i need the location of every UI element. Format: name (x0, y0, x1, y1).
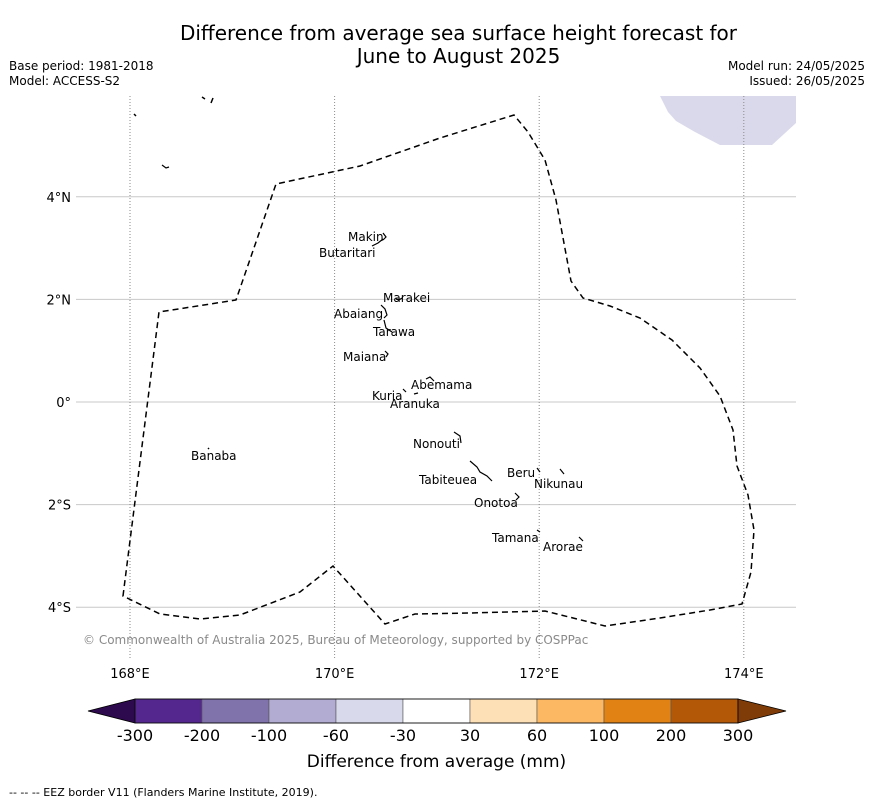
lat-tick-label: 2°S (48, 499, 71, 514)
colorbar-tick-label: -200 (184, 726, 220, 745)
island-label-abemama: Abemama (411, 378, 472, 392)
island-shape (578, 536, 584, 542)
colorbar-bin (201, 698, 270, 724)
island-label-butaritari: Butaritari (319, 246, 376, 260)
island-shape (382, 232, 387, 241)
island-shape (395, 297, 403, 301)
lon-tick-label: 168°E (110, 667, 150, 682)
anomaly-patch (660, 96, 796, 145)
latitude-labels: 4°N 2°N 0° 2°S 4°S (47, 191, 72, 616)
island-label-nikunau: Nikunau (534, 477, 583, 491)
lat-tick-label: 2°N (47, 293, 72, 308)
colorbar-tick-label: 100 (589, 726, 620, 745)
island-shape (536, 467, 541, 473)
island-label-tabiteuea: Tabiteuea (418, 473, 477, 487)
map-area: Makin Butaritari Marakei Abaiang Tarawa … (76, 96, 796, 659)
base-period-text: Base period: 1981-2018 (9, 59, 154, 73)
colorbar-over-arrow (737, 698, 787, 724)
island-label-tamana: Tamana (491, 531, 539, 545)
colorbar-tick-label: 60 (527, 726, 547, 745)
island-label-kuria: Kuria (372, 389, 403, 403)
island-label-marakei: Marakei (383, 291, 430, 305)
run-info: Model run: 24/05/2025 Issued: 26/05/2025 (728, 59, 865, 89)
island-shape (371, 238, 384, 247)
eez-border (122, 114, 755, 627)
issued-text: Issued: 26/05/2025 (749, 74, 865, 88)
colorbar-tick-label: 200 (656, 726, 687, 745)
lat-tick-label: 0° (56, 396, 71, 411)
island-label-aranuka: Aranuka (390, 397, 440, 411)
copyright-text: © Commonwealth of Australia 2025, Bureau… (83, 633, 588, 647)
colorbar-bin (134, 698, 203, 724)
island-label-abaiang: Abaiang (334, 307, 383, 321)
island-shape (536, 529, 541, 533)
island-shape (559, 468, 565, 475)
colorbar-tick-labels: -300 -200 -100 -60 -30 30 60 100 200 300 (117, 726, 753, 745)
longitude-gridlines (129, 96, 745, 659)
lon-tick-label: 170°E (315, 667, 355, 682)
colorbar-tick-label: -60 (323, 726, 349, 745)
island-shape (514, 492, 520, 501)
lon-tick-label: 174°E (724, 667, 764, 682)
island-shape (133, 113, 137, 117)
island-shape (453, 431, 462, 444)
lon-tick-label: 172°E (519, 667, 559, 682)
island-shape (383, 319, 393, 333)
island-label-tarawa: Tarawa (372, 325, 415, 339)
lat-tick-label: 4°S (48, 601, 71, 616)
colorbar-bin (335, 698, 404, 724)
colorbar-title: Difference from average (mm) (307, 752, 566, 772)
colorbar-tick-label: 300 (723, 726, 754, 745)
island-shape (384, 350, 389, 358)
island-shape (469, 460, 493, 482)
island-label-nonouti: Nonouti (413, 437, 460, 451)
lat-tick-label: 4°N (47, 191, 72, 206)
colorbar-tick-label: -100 (251, 726, 287, 745)
title-line-1: Difference from average sea surface heig… (179, 21, 738, 45)
island-label-makin: Makin (348, 230, 384, 244)
colorbar-tick-label: -30 (390, 726, 416, 745)
island-shape (413, 392, 419, 395)
colorbar-bins (134, 698, 739, 724)
colorbar-bin (402, 698, 471, 724)
title-line-2: June to August 2025 (356, 44, 561, 68)
model-name-text: Model: ACCESS-S2 (9, 74, 121, 88)
model-run-text: Model run: 24/05/2025 (727, 59, 865, 73)
island-label-onotoa: Onotoa (474, 496, 518, 510)
island-label-arorae: Arorae (543, 540, 583, 554)
island-shape (380, 304, 388, 319)
colorbar-bin (603, 698, 672, 724)
island-label-maiana: Maiana (343, 350, 386, 364)
colorbar-tick-label: -300 (117, 726, 153, 745)
eez-footnote: -- -- -- EEZ border V11 (Flanders Marine… (9, 786, 318, 799)
island-shape (201, 96, 214, 104)
island-label-beru: Beru (507, 466, 535, 480)
island-shape (402, 388, 407, 393)
colorbar-bin (536, 698, 605, 724)
latitude-gridlines (76, 196, 796, 608)
model-info: Base period: 1981-2018 Model: ACCESS-S2 (9, 59, 154, 89)
colorbar-tick-label: 30 (460, 726, 480, 745)
page-title: Difference from average sea surface heig… (0, 22, 873, 68)
colorbar-bin (469, 698, 538, 724)
island-shape (161, 164, 170, 169)
island-label-banaba: Banaba (191, 449, 237, 463)
island-shape (425, 376, 435, 382)
colorbar-bin (268, 698, 337, 724)
colorbar-bin (670, 698, 739, 724)
colorbar-under-arrow (87, 698, 136, 724)
island-shape (207, 447, 210, 450)
colorbar: -300 -200 -100 -60 -30 30 60 100 200 300 Differen… (87, 698, 787, 772)
